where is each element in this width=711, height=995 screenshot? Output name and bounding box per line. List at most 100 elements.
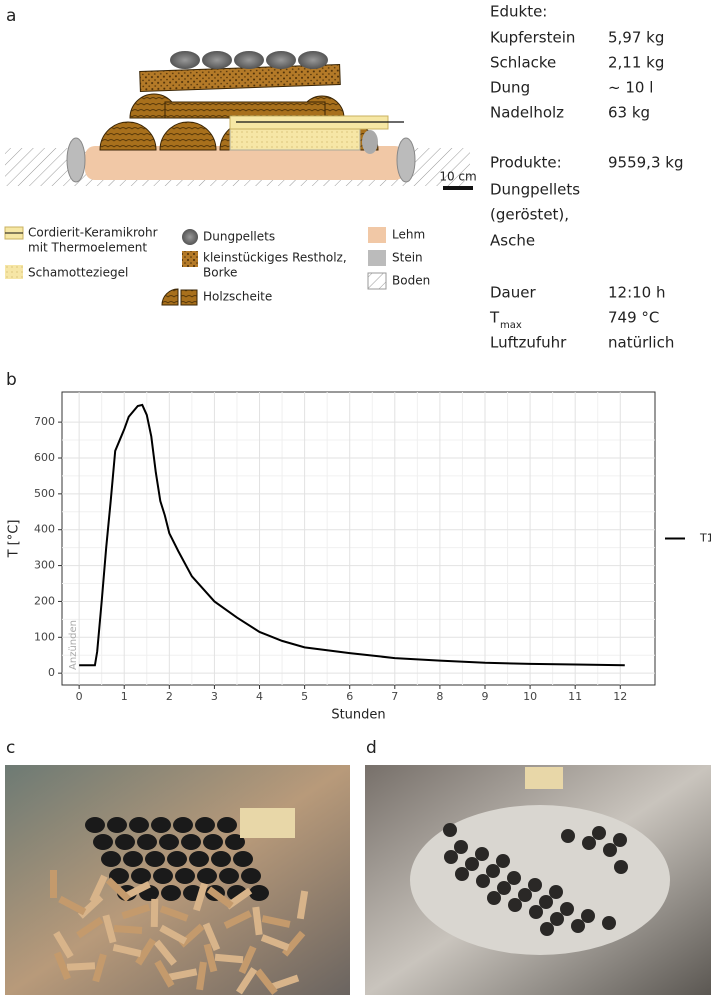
figure: a b c d 10 cm Cordierit-Keramikrohr mit … (0, 0, 711, 995)
brick-photo (240, 808, 295, 838)
pellet-photo (153, 868, 173, 884)
stone (362, 130, 378, 154)
pellet-photo (123, 851, 143, 867)
pellet-photo (145, 851, 165, 867)
legend-label: kleinstückiges Restholz, (203, 251, 347, 265)
legend-icon (182, 229, 198, 245)
y-tick-label: 600 (34, 451, 55, 464)
param-name: T (489, 309, 500, 327)
char-lump (508, 898, 522, 912)
wood-piece (67, 962, 95, 970)
pellet-photo (241, 868, 261, 884)
pellet-photo (233, 851, 253, 867)
x-tick-label: 4 (256, 690, 263, 703)
product: Dungpellets (490, 181, 580, 199)
x-tick-label: 6 (346, 690, 353, 703)
pellet-photo (203, 834, 223, 850)
heading: Produkte: (490, 154, 562, 172)
pellet (298, 51, 328, 69)
param-value: ~ 10 l (608, 79, 653, 97)
stone (397, 138, 415, 182)
param-name: Schlacke (490, 54, 556, 72)
pellet-photo (131, 868, 151, 884)
legend-label: Borke (203, 266, 237, 280)
param-value: 12:10 h (608, 284, 666, 302)
legend-label: Boden (392, 274, 430, 288)
pellet-photo (217, 817, 237, 833)
x-axis-label: Stunden (331, 708, 385, 723)
y-axis-label: T [°C] (7, 520, 22, 559)
pellet (234, 51, 264, 69)
legend-label: Holzscheite (203, 290, 272, 304)
char-lump (539, 895, 553, 909)
x-tick-label: 1 (121, 690, 128, 703)
param-name: Dauer (490, 284, 536, 302)
pellet-photo (197, 868, 217, 884)
x-tick-label: 3 (211, 690, 218, 703)
char-lump (614, 860, 628, 874)
heading: Edukte: (490, 3, 547, 21)
annotation: Anzünden (68, 620, 79, 670)
legend-label: Dungpellets (203, 230, 275, 244)
legend-icon (5, 265, 23, 279)
char-lump (613, 833, 627, 847)
y-tick-label: 300 (34, 559, 55, 572)
pellet (266, 51, 296, 69)
y-tick-label: 500 (34, 487, 55, 500)
char-lump (581, 909, 595, 923)
char-lump (540, 922, 554, 936)
char-lump (550, 912, 564, 926)
x-tick-label: 12 (613, 690, 627, 703)
param-value: 9559,3 kg (608, 154, 683, 172)
pellet-photo (151, 817, 171, 833)
char-lump (486, 864, 500, 878)
char-lump (465, 857, 479, 871)
product: (geröstet), (490, 206, 569, 224)
legend-label: Lehm (392, 228, 425, 242)
pellet (202, 51, 232, 69)
pellet-photo (211, 851, 231, 867)
product: Asche (490, 232, 535, 250)
param-name: Dung (490, 79, 530, 97)
parameter-table: Edukte: Kupferstein 5,97 kg Schlacke 2,1… (489, 3, 683, 352)
pellet-photo (249, 885, 269, 901)
pellet-photo (115, 834, 135, 850)
pellet-photo (129, 817, 149, 833)
pellet-photo (161, 885, 181, 901)
char-lump (592, 826, 606, 840)
pellet-photo (173, 817, 193, 833)
legend-label: Cordierit-Keramikrohr (28, 226, 158, 240)
char-lump (549, 885, 563, 899)
char-lump (560, 902, 574, 916)
char-lump (582, 836, 596, 850)
pellet-photo (175, 868, 195, 884)
legend-icon (368, 273, 386, 289)
legend-icon (182, 251, 198, 267)
char-lump (497, 881, 511, 895)
legend-label: T1 (699, 532, 711, 545)
char-lump (444, 850, 458, 864)
pellet (170, 51, 200, 69)
y-tick-label: 100 (34, 630, 55, 643)
wood-piece (50, 870, 57, 898)
pellet-photo (189, 851, 209, 867)
param-value: 5,97 kg (608, 29, 664, 47)
y-tick-label: 400 (34, 523, 55, 536)
pellet-photo (93, 834, 113, 850)
legend-icon (162, 289, 178, 305)
pellet-photo (181, 834, 201, 850)
param-value: 2,11 kg (608, 54, 664, 72)
x-tick-label: 2 (166, 690, 173, 703)
panel-label: c (6, 738, 15, 758)
chart: 01234567891011120100200300400500600700St… (7, 392, 711, 723)
param-name: Kupferstein (490, 29, 575, 47)
y-tick-label: 0 (48, 666, 55, 679)
char-lump (443, 823, 457, 837)
char-lump (475, 847, 489, 861)
param-value: 63 kg (608, 104, 650, 122)
x-tick-label: 10 (523, 690, 537, 703)
pellet-photo (137, 834, 157, 850)
char-lump (528, 878, 542, 892)
char-lump (455, 867, 469, 881)
clay (85, 146, 405, 180)
